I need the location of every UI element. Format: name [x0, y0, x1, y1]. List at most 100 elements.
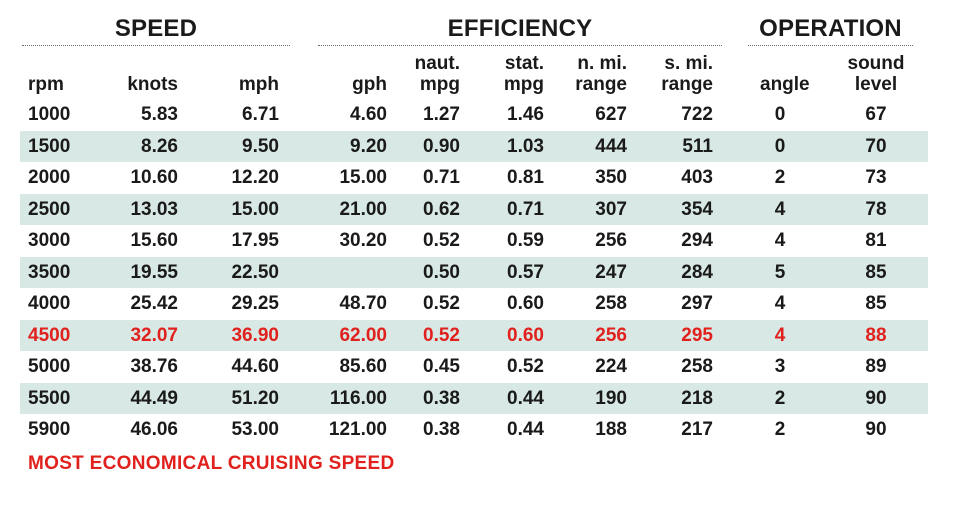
cell-gph: 21.00 [339, 198, 387, 220]
cell-knots: 25.42 [130, 293, 178, 314]
column-header-line: stat. [504, 53, 544, 74]
column-header-line: mpg [419, 74, 460, 95]
cell-n-range: 258 [595, 293, 627, 314]
cell-knots: 15.60 [130, 230, 178, 251]
cell-n-range: 350 [595, 167, 627, 188]
cell-stat-mpg: 0.44 [507, 387, 544, 409]
cell-rpm: 5000 [28, 356, 71, 377]
cell-mph: 44.60 [231, 356, 279, 377]
column-header-line: level [854, 74, 898, 95]
cell-n-range: 256 [595, 230, 627, 251]
cell-rpm: 1000 [28, 104, 71, 125]
cell-s-range: 295 [681, 324, 713, 346]
cell-n-range: 307 [595, 198, 627, 220]
cell-s-range: 297 [681, 293, 713, 314]
cell-sound: 88 [865, 324, 887, 346]
cell-knots: 13.03 [130, 198, 178, 220]
cell-rpm: 3500 [28, 261, 71, 283]
column-header-line: mpg [503, 74, 544, 95]
column-header-line: gph [352, 74, 387, 95]
cell-knots: 8.26 [141, 135, 178, 157]
group-title-speed: SPEED [114, 15, 198, 42]
cell-stat-mpg: 0.59 [507, 230, 544, 251]
column-header-angle: angle [760, 49, 810, 95]
cell-rpm: 2000 [28, 167, 71, 188]
cell-gph: 4.60 [350, 104, 387, 125]
cell-knots: 32.07 [130, 324, 178, 346]
table-row: 3000 15.60 17.95 30.20 0.52 0.59 256 294 4 81 [20, 225, 928, 257]
table-row: 1500 8.26 9.50 9.20 0.90 1.03 444 511 0 70 [20, 130, 928, 162]
cell-n-range: 627 [595, 104, 627, 125]
cell-s-range: 284 [681, 261, 713, 283]
cell-mph: 9.50 [242, 135, 279, 157]
cell-mph: 36.90 [231, 324, 279, 346]
cell-sound: 90 [865, 387, 887, 409]
cell-gph: 9.20 [350, 135, 387, 157]
column-header-mph: mph [200, 49, 279, 95]
cell-mph: 29.25 [231, 293, 279, 314]
table-row: 4500 32.07 36.90 62.00 0.52 0.60 256 295 4 88 [20, 319, 928, 351]
cell-rpm: 2500 [28, 198, 71, 220]
cell-mph: 51.20 [231, 387, 279, 409]
group-title-efficiency: EFFICIENCY [447, 15, 593, 42]
cell-gph: 121.00 [328, 419, 387, 440]
cell-knots: 5.83 [141, 104, 178, 125]
cell-sound: 78 [865, 198, 887, 220]
cell-s-range: 403 [681, 167, 713, 188]
cell-sound: 85 [865, 293, 887, 314]
cell-s-range: 511 [682, 135, 713, 157]
cell-angle: 4 [774, 324, 786, 346]
cell-n-range: 247 [595, 261, 627, 283]
column-header-line: naut. [414, 53, 460, 74]
cell-rpm: 4500 [28, 324, 71, 346]
performance-table: 1000 5.83 6.71 4.60 1.27 1.46 627 722 0 67 1500 8.2… [20, 99, 928, 446]
cell-stat-mpg: 0.44 [507, 419, 544, 440]
cell-stat-mpg: 1.46 [507, 104, 544, 125]
cell-sound: 81 [865, 230, 887, 251]
cell-n-range: 256 [595, 324, 627, 346]
group-rule-efficiency [318, 45, 722, 46]
cell-knots: 44.49 [130, 387, 178, 409]
cell-naut-mpg: 0.50 [423, 261, 460, 283]
column-header-s-range: s. mi. range [645, 49, 713, 95]
column-header-line: n. mi. [577, 53, 627, 74]
cell-naut-mpg: 0.38 [423, 387, 460, 409]
cell-knots: 38.76 [130, 356, 178, 377]
column-header-line: mph [238, 74, 279, 95]
cell-knots: 19.55 [130, 261, 178, 283]
column-header-gph: gph [305, 49, 387, 95]
cell-stat-mpg: 1.03 [507, 135, 544, 157]
cell-mph: 22.50 [231, 261, 279, 283]
cell-rpm: 3000 [28, 230, 71, 251]
cell-s-range: 258 [681, 356, 713, 377]
column-header-line: angle [760, 74, 810, 95]
cell-gph: 62.00 [339, 324, 387, 346]
cell-gph [305, 257, 387, 289]
cell-naut-mpg: 0.52 [423, 293, 460, 314]
cell-angle: 4 [774, 230, 786, 251]
group-rule-speed [22, 45, 290, 46]
cell-sound: 89 [865, 356, 887, 377]
cell-naut-mpg: 0.62 [423, 198, 460, 220]
cell-stat-mpg: 0.81 [507, 167, 544, 188]
cell-naut-mpg: 0.38 [423, 419, 460, 440]
column-header-stat-mpg: stat. mpg [480, 49, 544, 95]
cell-sound: 90 [865, 419, 887, 440]
cell-n-range: 224 [595, 356, 627, 377]
cell-naut-mpg: 1.27 [423, 104, 460, 125]
cell-mph: 53.00 [231, 419, 279, 440]
cell-stat-mpg: 0.57 [507, 261, 544, 283]
cell-naut-mpg: 0.90 [423, 135, 460, 157]
cell-mph: 12.20 [231, 167, 279, 188]
table-row: 3500 19.55 22.50 0.50 0.57 247 284 5 85 [20, 256, 928, 289]
footnote: MOST ECONOMICAL CRUISING SPEED [28, 453, 395, 474]
cell-angle: 2 [774, 419, 786, 440]
column-header-naut-mpg: naut. mpg [400, 49, 460, 95]
cell-n-range: 190 [595, 387, 627, 409]
table-row: 5900 46.06 53.00 121.00 0.38 0.44 188 217 2 90 [20, 414, 928, 446]
cell-rpm: 5500 [28, 387, 71, 409]
cell-s-range: 354 [681, 198, 713, 220]
cell-stat-mpg: 0.60 [507, 293, 544, 314]
table-row: 2500 13.03 15.00 21.00 0.62 0.71 307 354 4 78 [20, 193, 928, 225]
cell-s-range: 217 [681, 419, 713, 440]
